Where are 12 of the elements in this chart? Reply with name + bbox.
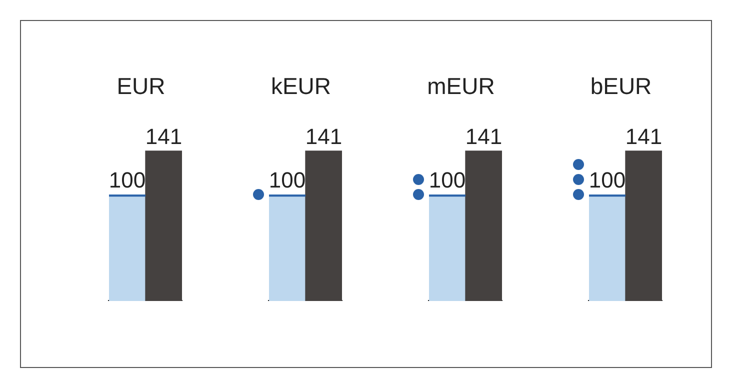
chart-title: kEUR	[270, 73, 332, 100]
data-label: 100	[108, 168, 146, 193]
data-label: 100	[428, 168, 466, 193]
chart-title: EUR	[116, 73, 166, 100]
data-label: 141	[145, 124, 182, 150]
chart-title: bEUR	[589, 73, 653, 100]
data-label: 141	[625, 124, 662, 150]
data-label: 100	[588, 168, 626, 193]
data-label: 141	[305, 124, 342, 150]
data-label: 100	[268, 168, 306, 193]
data-label: 141	[465, 124, 502, 150]
chart-title: mEUR	[426, 73, 496, 100]
